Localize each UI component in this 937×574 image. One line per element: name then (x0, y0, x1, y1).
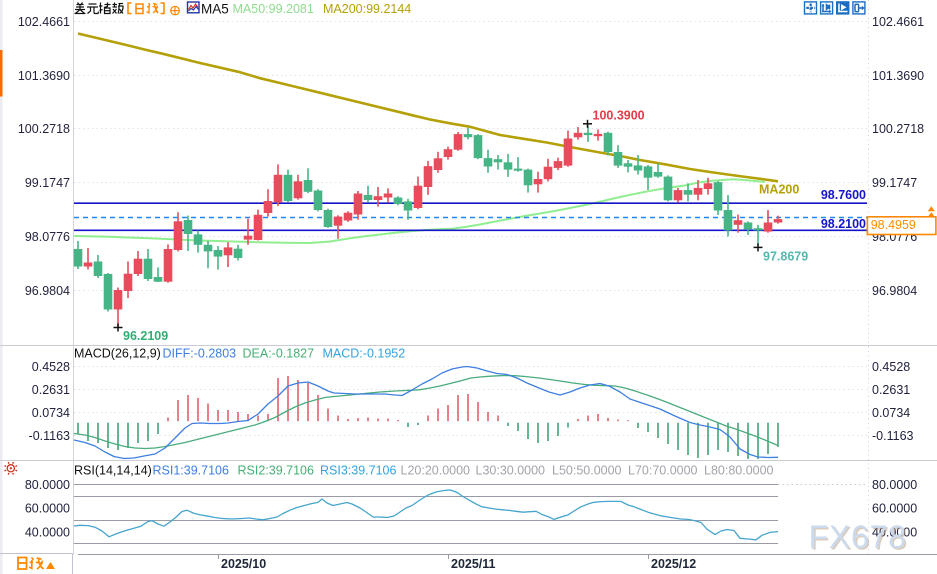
svg-text:DEA:-0.1827: DEA:-0.1827 (243, 347, 315, 361)
svg-text:0.4528: 0.4528 (872, 360, 910, 374)
svg-text:MA200:99.2144: MA200:99.2144 (323, 2, 411, 16)
svg-text:60.0000: 60.0000 (25, 502, 70, 516)
svg-text:RSI3:39.7106: RSI3:39.7106 (320, 464, 396, 478)
svg-text:96.9804: 96.9804 (25, 284, 70, 298)
svg-text:40.0000: 40.0000 (872, 525, 917, 539)
svg-text:102.4661: 102.4661 (872, 15, 924, 29)
svg-text:40.0000: 40.0000 (25, 525, 70, 539)
svg-text:MA200: MA200 (759, 183, 799, 197)
svg-text:98.0776: 98.0776 (25, 230, 70, 244)
svg-text:100.2718: 100.2718 (18, 122, 70, 136)
svg-text:0.0734: 0.0734 (872, 406, 910, 420)
svg-text:97.8679: 97.8679 (763, 250, 808, 264)
svg-text:99.1747: 99.1747 (25, 176, 70, 190)
svg-text:DIFF:-0.2803: DIFF:-0.2803 (163, 347, 237, 361)
svg-text:L30:30.0000: L30:30.0000 (476, 464, 546, 478)
svg-text:101.3690: 101.3690 (872, 69, 924, 83)
svg-text:98.2100: 98.2100 (821, 217, 866, 231)
svg-text:0.2631: 0.2631 (872, 383, 910, 397)
svg-text:FX678: FX678 (809, 519, 907, 555)
svg-text:L70:70.0000: L70:70.0000 (628, 464, 698, 478)
svg-text:96.2109: 96.2109 (123, 329, 168, 343)
svg-text:2025/10: 2025/10 (221, 557, 266, 571)
svg-text:MACD(26,12,9): MACD(26,12,9) (74, 347, 161, 361)
svg-text:100.2718: 100.2718 (872, 122, 924, 136)
svg-text:L80:80.0000: L80:80.0000 (704, 464, 774, 478)
svg-text:99.1747: 99.1747 (872, 176, 917, 190)
svg-text:-0.1163: -0.1163 (872, 429, 914, 443)
svg-text:2025/12: 2025/12 (651, 557, 696, 571)
svg-text:RSI1:39.7106: RSI1:39.7106 (153, 464, 229, 478)
svg-text:98.7600: 98.7600 (821, 188, 866, 202)
svg-text:L20:20.0000: L20:20.0000 (401, 464, 471, 478)
svg-text:0.2631: 0.2631 (32, 383, 70, 397)
svg-text:0.4528: 0.4528 (32, 360, 70, 374)
svg-text:100.3900: 100.3900 (593, 109, 645, 123)
svg-text:96.9804: 96.9804 (872, 284, 917, 298)
svg-text:101.3690: 101.3690 (18, 69, 70, 83)
svg-text:RSI2:39.7106: RSI2:39.7106 (238, 464, 314, 478)
svg-text:MA50:99.2081: MA50:99.2081 (233, 2, 314, 16)
svg-text:MACD:-0.1952: MACD:-0.1952 (323, 347, 406, 361)
svg-text:80.0000: 80.0000 (25, 478, 70, 492)
svg-text:0.0734: 0.0734 (32, 406, 70, 420)
svg-text:FX678: FX678 (810, 521, 908, 557)
svg-text:2025/11: 2025/11 (451, 557, 496, 571)
svg-text:80.0000: 80.0000 (872, 478, 917, 492)
svg-text:60.0000: 60.0000 (872, 502, 917, 516)
svg-text:MA5: MA5 (201, 2, 229, 17)
svg-text:-0.1163: -0.1163 (29, 429, 71, 443)
svg-text:L50:50.0000: L50:50.0000 (552, 464, 622, 478)
svg-text:102.4661: 102.4661 (18, 15, 70, 29)
svg-text:RSI(14,14,14): RSI(14,14,14) (74, 464, 152, 478)
svg-text:98.4959: 98.4959 (871, 218, 916, 232)
